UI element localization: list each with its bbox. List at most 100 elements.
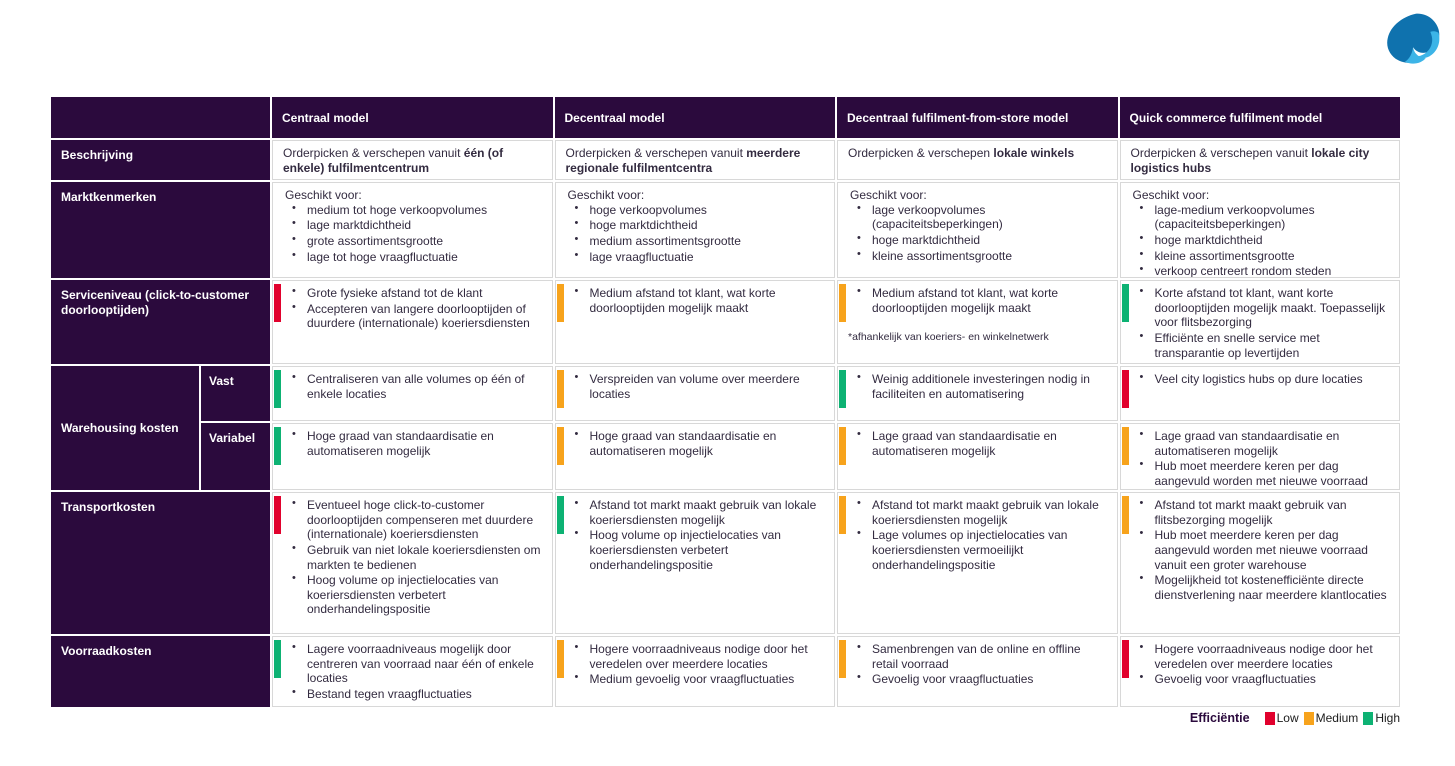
- bullet-item: Grote fysieke afstand tot de klant: [283, 285, 544, 301]
- cell-warehousing-vast-decentraal: Verspreiden van volume over meerdere loc…: [554, 366, 835, 421]
- legend-label: Low: [1276, 711, 1299, 725]
- bullet-list: Centraliseren van alle volumes op één of…: [283, 371, 544, 401]
- bullet-item: Gevoelig voor vraagfluctuaties: [1131, 671, 1392, 687]
- bullet-item: Hogere voorraadniveaus nodige door het v…: [566, 641, 827, 671]
- bullet-list: Afstand tot markt maakt gebruik van loka…: [566, 497, 827, 572]
- bullet-item: Centraliseren van alle volumes op één of…: [283, 371, 544, 401]
- bullet-list: Afstand tot markt maakt gebruik van loka…: [848, 497, 1109, 572]
- cell-warehousing-variabel-quick-commerce: Lage graad van standaardisatie en automa…: [1119, 423, 1400, 490]
- column-header-decentraal-model: Decentraal model: [554, 97, 835, 138]
- bullet-item: medium assortimentsgrootte: [566, 233, 827, 249]
- bullet-item: Eventueel hoge click-to-customer doorloo…: [283, 497, 544, 542]
- row-label-beschrijving: Beschrijving: [51, 140, 270, 180]
- cell-serviceniveau-quick-commerce: Korte afstand tot klant, want korte door…: [1119, 280, 1400, 364]
- cell-beschrijving-quick-commerce: Orderpicken & verschepen vanuit lokale c…: [1119, 140, 1400, 180]
- bullet-item: Samenbrengen van de online en offline re…: [848, 641, 1109, 671]
- description-bold-text: lokale city logistics hubs: [1130, 146, 1370, 175]
- spade-icon: [1387, 13, 1440, 64]
- bullet-item: Afstand tot markt maakt gebruik van loka…: [566, 497, 827, 527]
- row-label-voorraadkosten: Voorraadkosten: [51, 636, 270, 707]
- efficiency-bar: [556, 640, 564, 678]
- efficiency-bar: [839, 427, 846, 465]
- bullet-item: Hoge graad van standaardisatie en automa…: [566, 428, 827, 458]
- description-text: Orderpicken & verschepen vanuit: [565, 146, 747, 160]
- bullet-list: medium tot hoge verkoopvolumeslage markt…: [283, 202, 544, 265]
- bullet-list: Verspreiden van volume over meerdere loc…: [566, 371, 827, 401]
- bullet-item: Efficiënte en snelle service met transpa…: [1131, 330, 1392, 360]
- bullet-list: lage-medium verkoopvolumes (capaciteitsb…: [1131, 202, 1392, 277]
- efficiency-bar: [839, 284, 846, 322]
- bullet-item: Veel city logistics hubs op dure locatie…: [1131, 371, 1392, 387]
- bullet-item: verkoop centreert rondom steden: [1131, 263, 1392, 277]
- efficiency-bar: [839, 496, 846, 534]
- bullet-item: Hoog volume op injectielocaties van koer…: [566, 527, 827, 572]
- bullet-list: Medium afstand tot klant, wat korte door…: [566, 285, 827, 315]
- bullet-item: Bestand tegen vraagfluctuaties: [283, 686, 544, 702]
- bullet-item: Afstand tot markt maakt gebruik van loka…: [848, 497, 1109, 527]
- bullet-list: Veel city logistics hubs op dure locatie…: [1131, 371, 1392, 387]
- efficiency-bar: [556, 370, 564, 408]
- bullet-item: Hogere voorraadniveaus nodige door het v…: [1131, 641, 1392, 671]
- bullet-list: Hoge graad van standaardisatie en automa…: [566, 428, 827, 458]
- cell-marktkenmerken-centraal: Geschikt voor: medium tot hoge verkoopvo…: [272, 182, 553, 278]
- column-header-quick-commerce-model: Quick commerce fulfilment model: [1119, 97, 1400, 138]
- cell-transport-decentraal: Afstand tot markt maakt gebruik van loka…: [554, 492, 835, 634]
- cell-marktkenmerken-decentraal: Geschikt voor: hoge verkoopvolumeshoge m…: [554, 182, 835, 278]
- footnote: *afhankelijk van koeriers- en winkelnetw…: [848, 331, 1049, 344]
- bullet-item: kleine assortimentsgrootte: [848, 248, 1109, 264]
- bullet-item: Medium afstand tot klant, wat korte door…: [848, 285, 1109, 315]
- bullet-list: Lagere voorraadniveaus mogelijk door cen…: [283, 641, 544, 702]
- legend-label: High: [1375, 711, 1400, 725]
- legend-label: Medium: [1315, 711, 1359, 725]
- high-color-swatch: [1363, 711, 1374, 725]
- efficiency-bar: [1121, 284, 1129, 322]
- legend-item-medium: Medium: [1303, 711, 1359, 725]
- cell-voorraad-from-store: Samenbrengen van de online en offline re…: [837, 636, 1118, 707]
- bullet-item: Afstand tot markt maakt gebruik van flit…: [1131, 497, 1392, 527]
- cell-intro: Geschikt voor:: [1132, 188, 1210, 202]
- bullet-list: Hoge graad van standaardisatie en automa…: [283, 428, 544, 458]
- description-text: Orderpicken & verschepen vanuit: [283, 146, 464, 160]
- bullet-list: Lage graad van standaardisatie en automa…: [848, 428, 1109, 458]
- legend-item-low: Low: [1264, 711, 1299, 725]
- cell-marktkenmerken-from-store: Geschikt voor: lage verkoopvolumes (capa…: [837, 182, 1118, 278]
- bullet-item: medium tot hoge verkoopvolumes: [283, 202, 544, 218]
- bullet-item: Korte afstand tot klant, want korte door…: [1131, 285, 1392, 330]
- bullet-list: Weinig additionele investeringen nodig i…: [848, 371, 1109, 401]
- description-bold-text: meerdere regionale fulfilmentcentra: [565, 146, 801, 175]
- description-text: Orderpicken & verschepen vanuit: [1130, 146, 1312, 160]
- medium-color-swatch: [1303, 711, 1314, 725]
- cell-warehousing-variabel-decentraal: Hoge graad van standaardisatie en automa…: [554, 423, 835, 490]
- low-color-swatch: [1264, 711, 1275, 725]
- legend-item-high: High: [1363, 711, 1400, 725]
- cell-voorraad-decentraal: Hogere voorraadniveaus nodige door het v…: [554, 636, 835, 707]
- efficiency-bar: [274, 640, 281, 678]
- row-label-transportkosten: Transportkosten: [51, 492, 270, 634]
- efficiency-bar: [556, 496, 564, 534]
- cell-warehousing-variabel-from-store: Lage graad van standaardisatie en automa…: [837, 423, 1118, 490]
- bullet-item: kleine assortimentsgrootte: [1131, 248, 1392, 264]
- bullet-item: Hoge graad van standaardisatie en automa…: [283, 428, 544, 458]
- cell-intro: Geschikt voor:: [850, 188, 927, 202]
- bullet-item: Lage graad van standaardisatie en automa…: [848, 428, 1109, 458]
- column-header-fulfilment-from-store-model: Decentraal fulfilment-from-store model: [837, 97, 1118, 138]
- bullet-item: lage verkoopvolumes (capaciteitsbeperkin…: [848, 202, 1109, 232]
- bullet-item: hoge marktdichtheid: [1131, 232, 1392, 248]
- bullet-item: lage tot hoge vraagfluctuatie: [283, 249, 544, 265]
- bullet-item: Hub moet meerdere keren per dag aangevul…: [1131, 527, 1392, 572]
- description-bold-text: lokale winkels: [993, 146, 1075, 160]
- efficiency-bar: [274, 284, 281, 322]
- fulfilment-models-comparison-table: Centraal model Decentraal model Decentra…: [51, 97, 1400, 707]
- cell-warehousing-vast-centraal: Centraliseren van alle volumes op één of…: [272, 366, 553, 421]
- cell-warehousing-variabel-centraal: Hoge graad van standaardisatie en automa…: [272, 423, 553, 490]
- efficiency-bar: [839, 370, 846, 408]
- cell-marktkenmerken-quick-commerce: Geschikt voor: lage-medium verkoopvolume…: [1119, 182, 1400, 278]
- bullet-list: Afstand tot markt maakt gebruik van flit…: [1131, 497, 1392, 602]
- cell-serviceniveau-decentraal: Medium afstand tot klant, wat korte door…: [554, 280, 835, 364]
- efficiency-legend: Efficiëntie Low Medium High: [1190, 711, 1400, 725]
- bullet-item: hoge marktdichtheid: [848, 232, 1109, 248]
- bullet-list: Eventueel hoge click-to-customer doorloo…: [283, 497, 544, 617]
- bullet-item: Medium gevoelig voor vraagfluctuaties: [566, 671, 827, 687]
- cell-transport-centraal: Eventueel hoge click-to-customer doorloo…: [272, 492, 553, 634]
- corner-cell: [51, 97, 270, 138]
